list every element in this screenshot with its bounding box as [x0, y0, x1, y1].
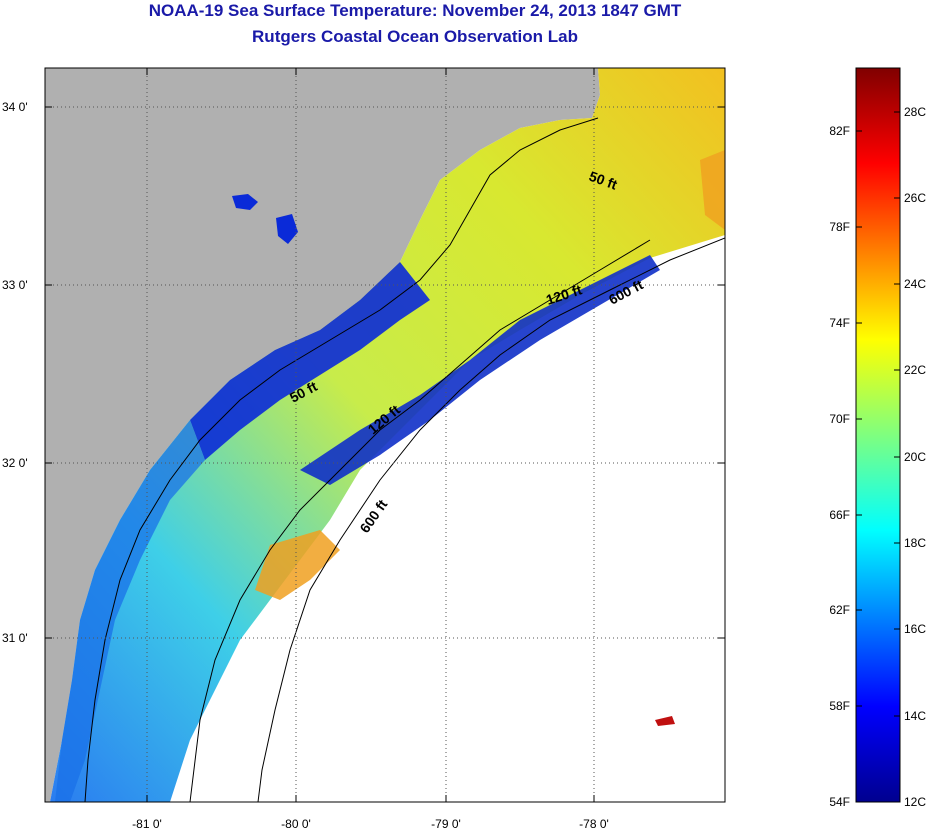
colorbar-label-16c: 16C [904, 622, 926, 636]
lon-label-81: -81 0' [132, 817, 162, 831]
contour-120ft [189, 239, 651, 802]
contour-600ft [257, 237, 725, 802]
map-title: NOAA-19 Sea Surface Temperature: Novembe… [148, 1, 682, 20]
colorbar-label-22c: 22C [904, 363, 926, 377]
colorbar-label-58f: 58F [829, 699, 850, 713]
colorbar-label-26c: 26C [904, 191, 926, 205]
colorbar-ticks [856, 111, 900, 717]
map-border [44, 67, 726, 803]
island-patch [655, 716, 675, 726]
colorbar-label-12c: 12C [904, 795, 926, 809]
cold-coastal-band [190, 262, 430, 460]
lat-label-32: 32 0' [2, 456, 28, 470]
gridlines [45, 68, 725, 802]
map-subtitle: Rutgers Coastal Ocean Observation Lab [252, 27, 578, 46]
colorbar [855, 67, 901, 803]
colorbar-label-70f: 70F [829, 412, 850, 426]
cold-offshore-band [300, 255, 660, 485]
colorbar-label-66f: 66F [829, 508, 850, 522]
lon-label-80: -80 0' [281, 817, 311, 831]
lat-label-31: 31 0' [2, 631, 28, 645]
colorbar-label-74f: 74F [829, 316, 850, 330]
land-area [45, 68, 600, 802]
colorbar-label-18c: 18C [904, 536, 926, 550]
colorbar-label-54f: 54F [829, 795, 850, 809]
lon-label-79: -79 0' [431, 817, 461, 831]
colorbar-label-82f: 82F [829, 124, 850, 138]
lake-patch [232, 194, 258, 210]
colorbar-label-14c: 14C [904, 709, 926, 723]
colorbar-label-24c: 24C [904, 277, 926, 291]
colorbar-label-28c: 28C [904, 105, 926, 119]
warm-orange-patch-2 [700, 150, 725, 230]
lon-label-78: -78 0' [579, 817, 609, 831]
colorbar-label-62f: 62F [829, 603, 850, 617]
lat-label-33: 33 0' [2, 278, 28, 292]
contour-50ft [84, 117, 599, 802]
warm-orange-patch [255, 530, 340, 600]
colorbar-label-20c: 20C [904, 450, 926, 464]
nw-cold-patch [276, 214, 298, 244]
lat-label-34: 34 0' [2, 100, 28, 114]
coastal-blue-strip [55, 420, 205, 802]
colorbar-label-78f: 78F [829, 220, 850, 234]
axis-ticks [45, 68, 725, 802]
